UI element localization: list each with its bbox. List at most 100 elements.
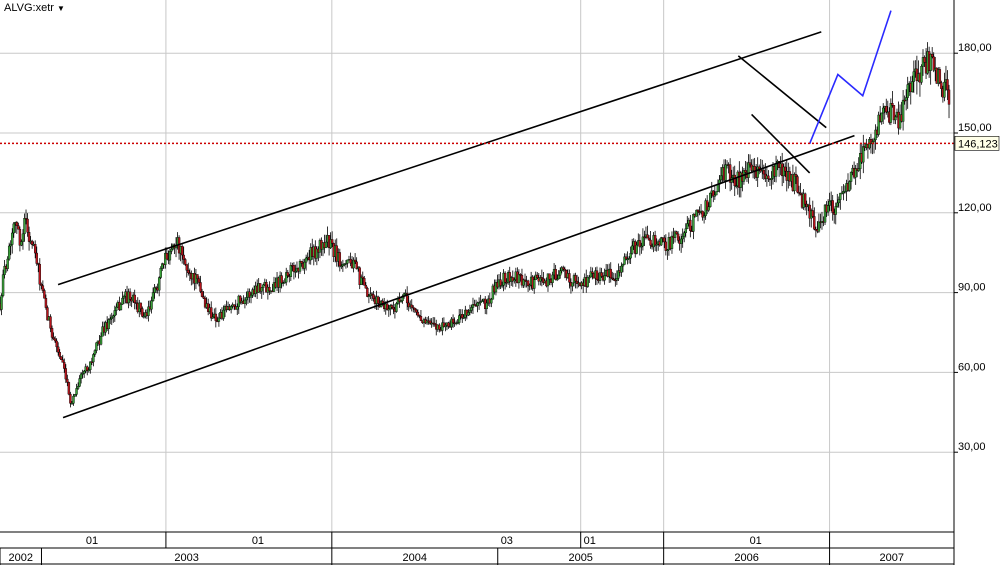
- candle-body: [366, 288, 369, 297]
- candle-body: [349, 259, 352, 264]
- candle: [283, 278, 286, 284]
- candle-body: [390, 305, 394, 308]
- candle-body: [93, 350, 97, 355]
- candle: [522, 278, 525, 288]
- candle: [147, 300, 150, 322]
- candle-body: [485, 302, 488, 310]
- candle-body: [627, 257, 631, 260]
- candle-body: [848, 181, 851, 191]
- candle: [574, 272, 577, 289]
- candle-body: [64, 368, 68, 380]
- candle-body: [217, 317, 221, 322]
- candle: [892, 105, 896, 125]
- candle: [61, 354, 64, 363]
- candle: [862, 134, 865, 174]
- candle: [676, 231, 680, 243]
- candle: [69, 391, 72, 408]
- symbol-selector[interactable]: ALVG:xetr ▼: [4, 2, 65, 14]
- candle: [90, 357, 94, 365]
- candle-body: [930, 53, 934, 58]
- candle-body: [503, 272, 507, 283]
- candle-body: [733, 174, 736, 187]
- candle: [442, 317, 446, 328]
- candle: [72, 393, 75, 406]
- candle: [695, 209, 698, 217]
- candle-body: [817, 221, 821, 232]
- candle: [586, 275, 589, 288]
- candle-body: [0, 295, 3, 310]
- candle-body: [943, 81, 946, 98]
- candle: [638, 234, 642, 256]
- candle: [912, 60, 916, 93]
- candle: [182, 246, 185, 265]
- candle: [110, 312, 113, 325]
- candle: [82, 369, 86, 378]
- candle-body: [37, 263, 40, 265]
- candle-body: [330, 239, 334, 244]
- candle-body: [24, 218, 28, 220]
- candle: [713, 184, 717, 200]
- candle-body: [548, 273, 551, 280]
- candle: [185, 264, 188, 278]
- candle-body: [692, 213, 695, 232]
- candle-body: [646, 234, 649, 239]
- candle-body: [280, 275, 283, 284]
- candle: [340, 261, 343, 270]
- candle-body: [831, 200, 834, 213]
- candle-body: [372, 294, 375, 299]
- candle-body: [932, 56, 935, 71]
- candle: [366, 286, 369, 298]
- candle: [7, 242, 11, 261]
- candle: [826, 199, 830, 216]
- candle-body: [73, 394, 77, 397]
- candle: [840, 186, 844, 195]
- candle: [555, 274, 559, 282]
- candle-body: [398, 298, 401, 302]
- candle: [589, 266, 593, 278]
- candle-body: [135, 302, 138, 304]
- candle-body: [161, 263, 164, 269]
- candle: [38, 258, 41, 291]
- candle-body: [912, 71, 916, 82]
- candle: [621, 263, 625, 273]
- y-tick-label: 180,00: [958, 42, 992, 54]
- candle-body: [52, 337, 55, 340]
- candle-body: [38, 264, 41, 285]
- candle-body: [664, 241, 668, 251]
- candle: [184, 257, 187, 266]
- candle: [79, 372, 83, 384]
- candle-body: [600, 272, 603, 277]
- candle-body: [30, 240, 34, 245]
- candle-body: [338, 252, 342, 267]
- candle-body: [303, 261, 306, 269]
- candle-body: [828, 200, 831, 206]
- candle: [943, 72, 946, 102]
- y-tick-label: 90,00: [958, 282, 986, 294]
- candle-body: [81, 373, 84, 375]
- candle-body: [929, 53, 932, 71]
- candle: [159, 266, 162, 279]
- candle-body: [133, 294, 136, 303]
- candle-body: [259, 283, 262, 292]
- candle-body: [586, 277, 589, 287]
- candle: [719, 166, 723, 183]
- candle: [298, 259, 302, 274]
- candle: [715, 191, 718, 196]
- candle: [285, 267, 288, 286]
- candle-body: [653, 235, 657, 246]
- candle-body: [719, 175, 723, 181]
- candle: [519, 273, 522, 282]
- candle: [539, 275, 542, 286]
- candle-body: [683, 232, 686, 237]
- month-tick-label: 03: [501, 535, 513, 547]
- candle-body: [428, 320, 432, 324]
- candle: [399, 300, 403, 303]
- candle: [153, 284, 156, 299]
- candle: [503, 271, 507, 290]
- candle-body: [72, 395, 75, 404]
- candle: [499, 272, 502, 290]
- candle-body: [470, 307, 473, 311]
- candle: [52, 332, 55, 341]
- candle-body: [141, 308, 144, 317]
